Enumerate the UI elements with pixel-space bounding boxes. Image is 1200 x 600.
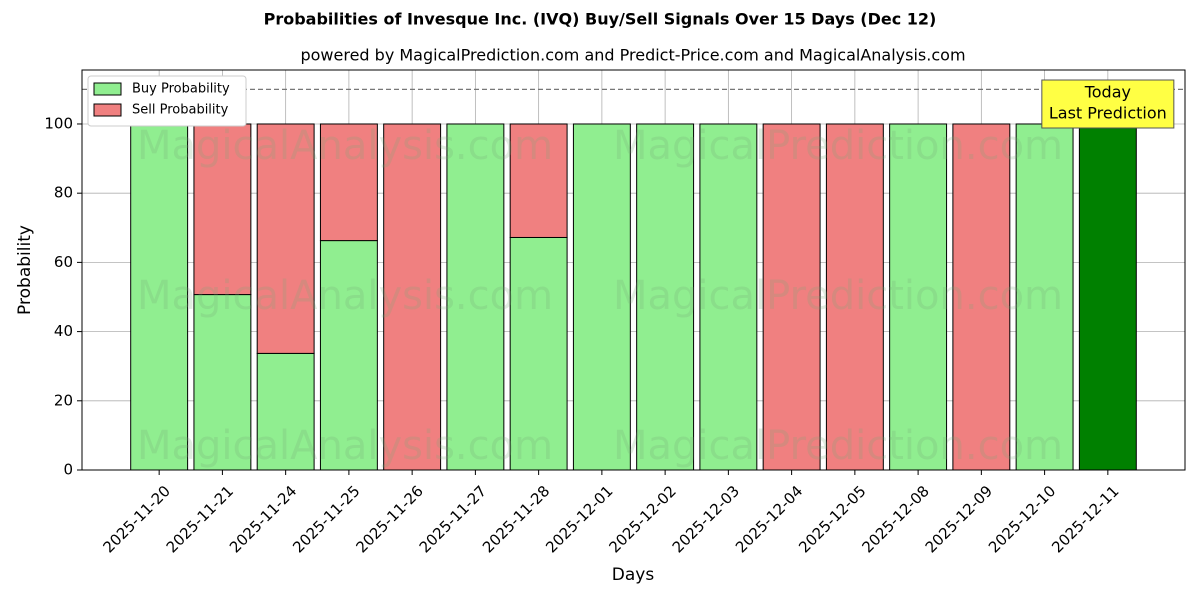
annotation-text: Last Prediction <box>1049 104 1167 123</box>
watermark: MagicalPrediction.com <box>613 273 1063 319</box>
x-tick-label: 2025-12-05 <box>795 482 869 556</box>
x-tick-label: 2025-11-26 <box>353 482 427 556</box>
watermark: MagicalAnalysis.com <box>137 423 553 469</box>
bar <box>1078 123 1137 471</box>
annotation-text: Today <box>1084 83 1131 102</box>
x-tick-label: 2025-11-28 <box>479 482 553 556</box>
bar <box>256 123 315 354</box>
x-tick-label: 2025-11-24 <box>226 482 300 556</box>
x-tick-label: 2025-12-02 <box>605 482 679 556</box>
bar <box>193 123 252 296</box>
legend-swatch <box>93 103 122 117</box>
bar <box>319 240 378 471</box>
bar <box>446 123 505 471</box>
bar <box>509 123 568 238</box>
legend: Buy Probability Sell Probability <box>87 75 247 127</box>
y-tick-label: 100 <box>44 114 73 132</box>
legend-swatch <box>93 82 122 96</box>
x-tick-label: 2025-12-01 <box>542 482 616 556</box>
chart-subtitle: powered by MagicalPrediction.com and Pre… <box>300 46 965 65</box>
bar <box>130 123 189 471</box>
x-tick-label: 2025-12-10 <box>985 482 1059 556</box>
x-tick-label: 2025-11-20 <box>100 482 174 556</box>
legend-label: Sell Probability <box>132 103 229 118</box>
legend-label: Buy Probability <box>132 82 230 97</box>
x-tick-label: 2025-12-04 <box>732 482 806 556</box>
plot-frame <box>81 69 1186 471</box>
bar <box>952 123 1011 471</box>
y-tick-label: 0 <box>63 461 73 479</box>
bar <box>319 123 378 242</box>
bar <box>636 123 695 471</box>
x-tick-label: 2025-12-09 <box>922 482 996 556</box>
x-tick-label: 2025-11-25 <box>289 482 363 556</box>
y-tick-label: 60 <box>54 253 73 271</box>
bar <box>762 123 821 471</box>
watermark: MagicalAnalysis.com <box>137 123 553 169</box>
bar <box>889 123 948 471</box>
bar <box>825 123 884 471</box>
x-tick-label: 2025-11-21 <box>163 482 237 556</box>
legend-box <box>87 75 247 127</box>
watermark: MagicalAnalysis.com <box>137 273 553 319</box>
chart-title: Probabilities of Invesque Inc. (IVQ) Buy… <box>264 10 937 29</box>
bar <box>383 123 442 471</box>
x-tick-label: 2025-11-27 <box>416 482 490 556</box>
y-tick-label: 80 <box>54 184 73 202</box>
bar <box>1015 123 1074 471</box>
y-tick-label: 20 <box>54 391 73 409</box>
bar <box>572 123 631 471</box>
y-tick-label: 40 <box>54 322 73 340</box>
y-axis-label: Probability <box>15 225 35 315</box>
watermark: MagicalPrediction.com <box>613 423 1063 469</box>
annotation-box <box>1041 79 1175 129</box>
x-tick-label: 2025-12-03 <box>669 482 743 556</box>
x-axis-label: Days <box>612 565 655 585</box>
x-tick-label: 2025-12-08 <box>858 482 932 556</box>
bar <box>509 236 568 471</box>
watermark: MagicalPrediction.com <box>613 123 1063 169</box>
bar <box>699 123 758 471</box>
x-tick-label: 2025-12-11 <box>1048 482 1122 556</box>
